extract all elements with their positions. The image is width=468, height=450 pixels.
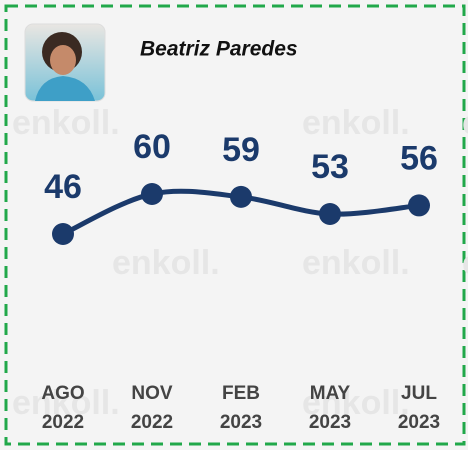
value-label: 59 [222,131,260,169]
x-tick-label: 2022 [131,412,173,433]
value-label: 46 [44,168,82,206]
photo [25,24,105,101]
x-tick-label: 2023 [220,412,262,433]
x-tick-label: NOV [131,383,173,404]
watermark: enkoll. [302,104,410,142]
value-label: 60 [133,128,171,166]
watermark: enkoll. [302,244,410,282]
x-tick-label: 2022 [42,412,84,433]
value-label: 53 [311,148,349,186]
point [230,186,252,208]
page: Beatriz Paredes enkoll. enkoll. enkoll. enk… [0,0,468,450]
point [319,203,341,225]
x-tick-label: 2023 [398,412,440,433]
x-tick-label: MAY [310,383,351,404]
chart: Beatriz Paredes enkoll. enkoll. enkoll. enk… [0,0,468,450]
watermark: enkoll. [112,244,220,282]
watermark: enkoll. [462,104,468,142]
watermark: enkoll. [12,104,120,142]
x-tick-label: 2023 [309,412,351,433]
watermark: enkoll. [462,244,468,282]
value-label: 56 [400,139,438,177]
x-tick-label: FEB [222,383,260,404]
point [408,194,430,216]
point [52,223,74,245]
x-tick-label: AGO [41,383,84,404]
point [141,183,163,205]
chart-title: Beatriz Paredes [140,38,298,61]
x-tick-label: JUL [401,383,437,404]
